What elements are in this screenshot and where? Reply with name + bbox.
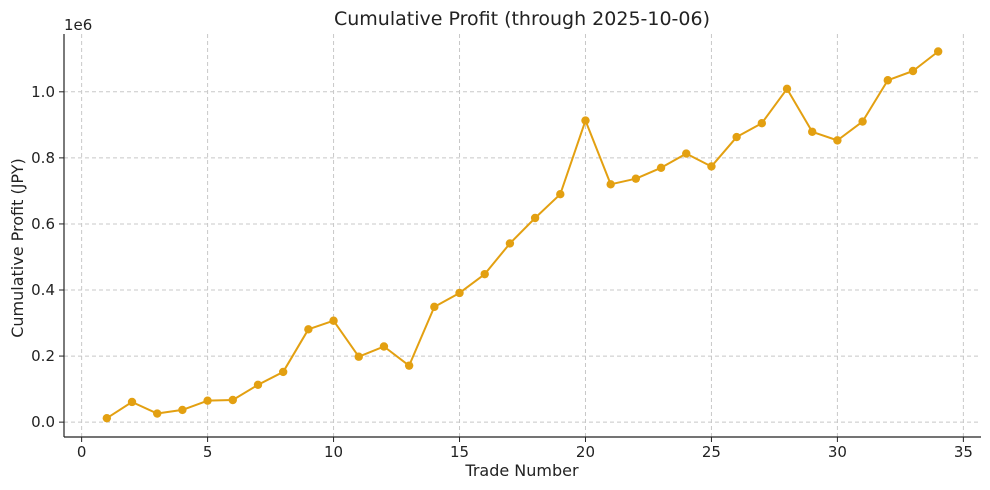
data-point [278, 367, 288, 377]
grid [64, 34, 981, 437]
x-axis-label: Trade Number [464, 461, 579, 480]
data-point [480, 269, 489, 279]
data-point [682, 149, 691, 158]
data-point [883, 76, 892, 85]
data-point [430, 302, 439, 312]
data-point [556, 190, 565, 199]
x-tick-label: 10 [324, 443, 343, 461]
y-tick-label: 1.0 [31, 83, 55, 101]
data-point [858, 117, 867, 126]
data-point [102, 413, 112, 423]
tick-labels: 0 5 10 15 20 25 30 35 0.0 0.2 0.4 0.6 0.8 1.0 [31, 83, 973, 461]
data-point [530, 213, 540, 223]
data-point [253, 380, 263, 390]
x-tick-label: 5 [203, 443, 213, 461]
y-tick-label: 0.0 [31, 413, 55, 431]
data-series [102, 47, 943, 423]
x-tick-label: 30 [828, 443, 847, 461]
data-point [505, 239, 515, 248]
axes [59, 34, 981, 442]
data-point [782, 84, 792, 94]
chart-title: Cumulative Profit (through 2025-10-06) [334, 8, 710, 30]
data-point [354, 352, 363, 361]
x-tick-label: 0 [77, 443, 87, 461]
data-point [228, 395, 237, 405]
data-point [631, 174, 641, 183]
data-point [178, 405, 187, 415]
data-point [581, 116, 590, 125]
x-tick-label: 35 [954, 443, 973, 461]
y-tick-label: 0.4 [31, 281, 55, 299]
x-tick-label: 25 [702, 443, 721, 461]
data-point [379, 342, 389, 351]
data-point [732, 132, 741, 142]
y-axis-label: Cumulative Profit (JPY) [8, 158, 27, 338]
data-point [707, 162, 716, 171]
data-point [329, 316, 338, 325]
data-point [153, 409, 162, 418]
data-point [404, 361, 414, 370]
data-point [908, 66, 918, 76]
y-offset-label: 1e6 [64, 16, 92, 34]
y-tick-label: 0.8 [31, 149, 55, 167]
x-tick-label: 20 [576, 443, 595, 461]
data-point [808, 127, 817, 136]
data-point [455, 288, 464, 298]
data-point [833, 136, 842, 145]
y-tick-label: 0.6 [31, 215, 55, 233]
data-point [203, 396, 212, 405]
y-tick-label: 0.2 [31, 347, 55, 365]
x-tick-label: 15 [450, 443, 469, 461]
data-point [606, 180, 615, 189]
data-point [127, 397, 137, 407]
data-point [304, 325, 313, 334]
series-line [106, 50, 939, 420]
data-point [656, 163, 666, 172]
data-point [933, 47, 943, 56]
data-point [757, 118, 767, 128]
